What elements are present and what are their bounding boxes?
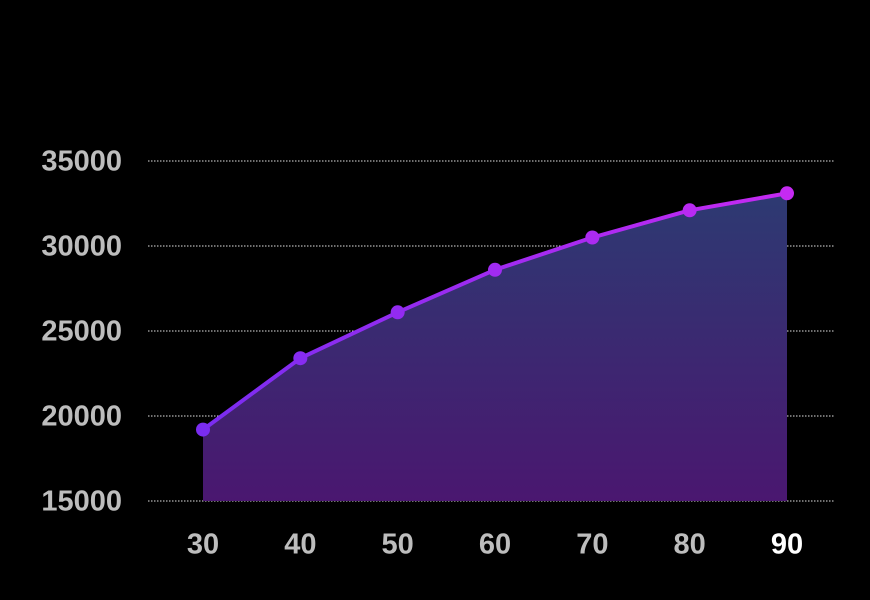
data-point	[780, 186, 794, 201]
x-tick-label: 40	[284, 529, 316, 561]
area-fill	[203, 193, 787, 502]
data-point	[488, 262, 502, 277]
y-tick-label: 30000	[41, 231, 122, 263]
y-tick-label: 15000	[41, 486, 122, 518]
data-point	[293, 351, 308, 366]
data-point	[585, 230, 600, 245]
x-tick-label: 80	[674, 529, 706, 561]
x-tick-label: 30	[187, 529, 219, 561]
x-tick-label: 60	[479, 529, 511, 561]
data-point	[390, 305, 405, 320]
y-tick-label: 20000	[41, 401, 122, 433]
y-tick-label: 25000	[41, 316, 122, 348]
y-tick-label: 35000	[41, 146, 122, 178]
data-point	[196, 422, 210, 437]
x-tick-label: 70	[576, 529, 608, 561]
data-point	[682, 203, 697, 218]
x-tick-label: 50	[382, 529, 414, 561]
x-tick-label: 90	[771, 529, 803, 561]
